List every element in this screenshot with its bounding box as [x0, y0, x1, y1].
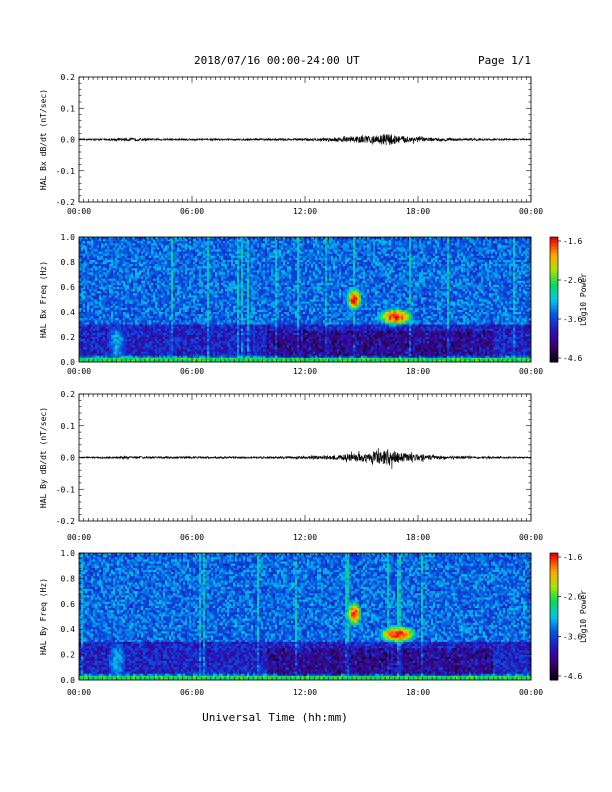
x-tick-label: 12:00	[293, 207, 317, 216]
y-tick-label: 0.2	[61, 73, 76, 82]
x-tick-label: 00:00	[67, 207, 91, 216]
y-tick-label: -0.1	[56, 167, 75, 176]
y-axis-label: HAL Bx dB/dt (nT/sec)	[39, 89, 48, 190]
timeseries-panel-1	[79, 77, 531, 202]
x-tick-label: 18:00	[406, 207, 430, 216]
y-tick-label: 0.0	[61, 136, 76, 145]
trace-line	[79, 134, 531, 145]
x-tick-label: 06:00	[180, 207, 204, 216]
y-tick-label: -0.2	[56, 198, 75, 207]
x-tick-label: 00:00	[519, 207, 543, 216]
spectrogram-cells	[79, 237, 531, 362]
spectrogram-panel-2	[79, 237, 561, 363]
y-tick-label: 0.1	[61, 104, 76, 113]
